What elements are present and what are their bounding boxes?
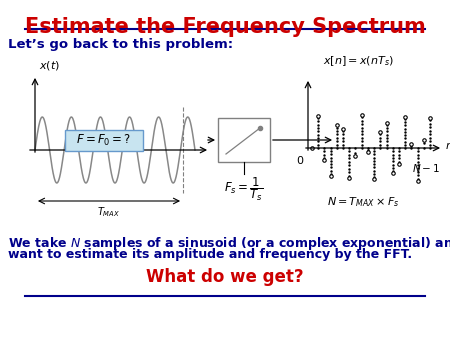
Text: $x[n] = x(nT_s)$: $x[n] = x(nT_s)$ [323,54,394,68]
Text: $0$: $0$ [296,154,304,166]
Text: What do we get?: What do we get? [146,268,304,286]
Text: Let’s go back to this problem:: Let’s go back to this problem: [8,38,233,51]
Text: Estimate the Frequency Spectrum: Estimate the Frequency Spectrum [25,17,425,37]
Text: $n$: $n$ [445,141,450,151]
Text: We take $N$ samples of a sinusoid (or a complex exponential) and we: We take $N$ samples of a sinusoid (or a … [8,235,450,252]
Text: $F = F_0 = ?$: $F = F_0 = ?$ [76,133,132,148]
Text: $N-1$: $N-1$ [412,162,440,174]
Text: want to estimate its amplitude and frequency by the FFT.: want to estimate its amplitude and frequ… [8,248,412,261]
Bar [218,118,270,162]
Text: $N = T_{MAX} \times F_s$: $N = T_{MAX} \times F_s$ [327,195,399,209]
Text: $x(t)$: $x(t)$ [39,59,60,72]
Text: $F_s = \dfrac{1}{T_s}$: $F_s = \dfrac{1}{T_s}$ [224,175,264,203]
Text: $T_{MAX}$: $T_{MAX}$ [97,205,121,219]
Bar [65,130,143,151]
